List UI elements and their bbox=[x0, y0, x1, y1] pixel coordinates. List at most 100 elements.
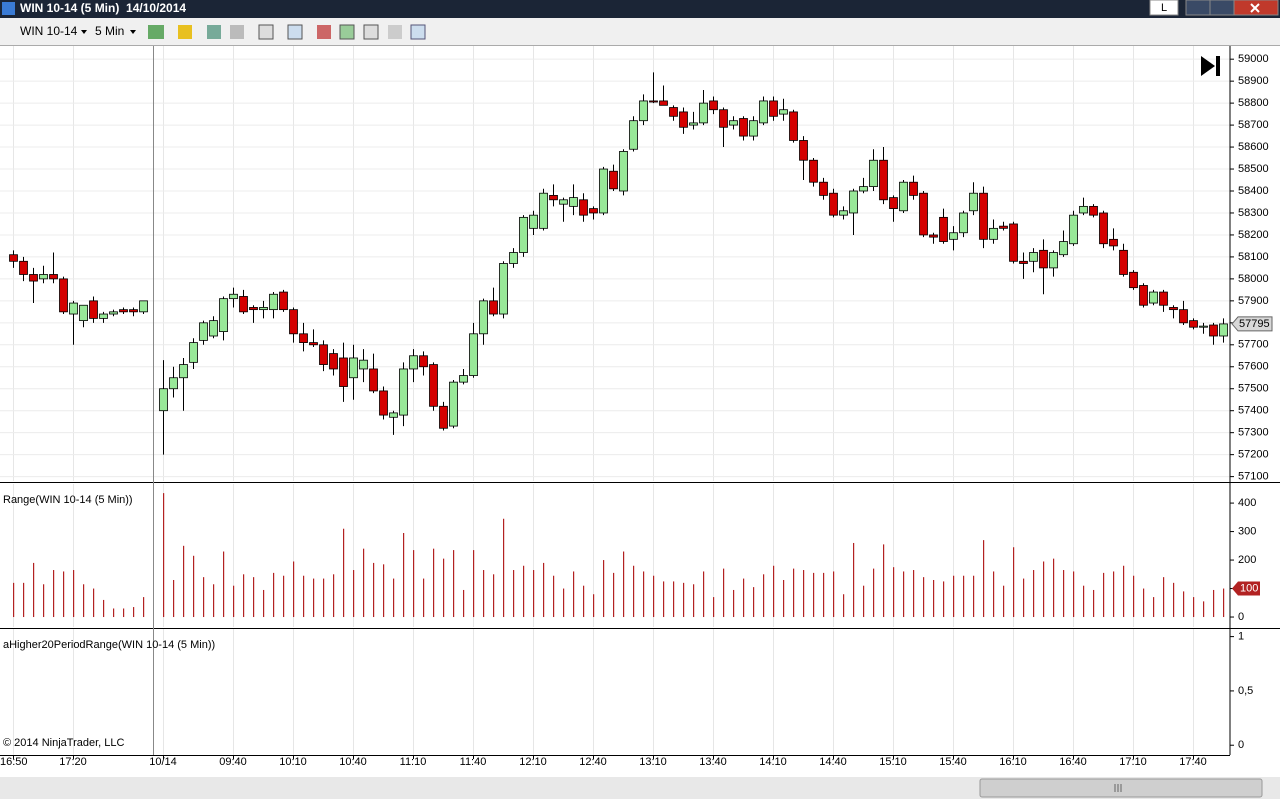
candle-body bbox=[29, 274, 38, 282]
cursor-button[interactable] bbox=[258, 24, 274, 40]
range-bar bbox=[633, 565, 635, 618]
maximize-button[interactable] bbox=[1209, 0, 1235, 16]
candle-body bbox=[359, 359, 368, 370]
dropdown-arrow[interactable] bbox=[81, 30, 87, 34]
candle-body bbox=[1139, 285, 1148, 306]
link-button-label[interactable]: L bbox=[1161, 2, 1167, 14]
candle-body bbox=[329, 353, 338, 370]
bar-type-button[interactable] bbox=[148, 25, 164, 39]
candle-body bbox=[679, 111, 688, 128]
range-bar bbox=[1053, 558, 1055, 618]
range-bar bbox=[443, 558, 445, 618]
candle-body bbox=[219, 298, 228, 333]
candle-body bbox=[969, 192, 978, 212]
candle-body bbox=[59, 278, 68, 313]
candle-body bbox=[989, 227, 998, 240]
range-bar bbox=[713, 597, 715, 618]
range-bar bbox=[793, 568, 795, 618]
range-bar bbox=[163, 493, 165, 618]
y-tick-label: 57600 bbox=[1238, 361, 1269, 373]
y-tick-label: 1 bbox=[1238, 631, 1244, 643]
candle-body bbox=[729, 120, 738, 126]
range-bar bbox=[893, 567, 895, 618]
range-bar bbox=[843, 594, 845, 618]
y-tick-label: 200 bbox=[1238, 554, 1256, 566]
range-bar bbox=[853, 542, 855, 618]
time-tick-label: 11:40 bbox=[460, 756, 487, 768]
thumb-grip bbox=[1114, 784, 1122, 792]
candle-body bbox=[499, 263, 508, 315]
candle-body bbox=[269, 293, 278, 311]
instrument-selector[interactable]: WIN 10-14 bbox=[20, 24, 78, 38]
candle-body bbox=[1159, 291, 1168, 306]
indicator-button[interactable] bbox=[339, 24, 355, 40]
range-bar bbox=[553, 575, 555, 618]
range-bar bbox=[1023, 578, 1025, 618]
range-bar bbox=[253, 577, 255, 618]
range-bar bbox=[33, 562, 35, 618]
range-bar bbox=[103, 599, 105, 618]
range-bar bbox=[643, 571, 645, 618]
minimize-button[interactable] bbox=[1185, 0, 1211, 16]
y-tick-label: 58100 bbox=[1238, 251, 1269, 263]
strategy-button[interactable] bbox=[317, 25, 331, 39]
range-bar bbox=[883, 544, 885, 618]
range-bar bbox=[543, 562, 545, 618]
data-box-button[interactable] bbox=[287, 24, 303, 40]
range-bar bbox=[1133, 575, 1135, 618]
scrollbar[interactable] bbox=[0, 777, 1280, 799]
time-tick-label: 17:10 bbox=[1119, 756, 1147, 768]
range-bar bbox=[333, 574, 335, 618]
range-bar bbox=[263, 589, 265, 618]
interval-selector[interactable]: 5 Min bbox=[95, 24, 124, 38]
range-bar bbox=[653, 575, 655, 618]
range-bar bbox=[603, 560, 605, 618]
time-tick-label: 09:40 bbox=[219, 756, 247, 768]
time-tick-label: 10:10 bbox=[279, 756, 307, 768]
y-tick-label: 58400 bbox=[1238, 185, 1269, 197]
candle-body bbox=[409, 355, 418, 370]
copyright: © 2014 NinjaTrader, LLC bbox=[3, 737, 124, 749]
range-bar bbox=[763, 574, 765, 618]
time-tick-label: 12:40 bbox=[579, 756, 607, 768]
scroll-to-end-button[interactable] bbox=[1201, 56, 1220, 76]
candle-body bbox=[139, 300, 148, 313]
range-bar bbox=[933, 579, 935, 618]
order-button[interactable] bbox=[388, 25, 402, 39]
properties-button[interactable] bbox=[410, 24, 426, 40]
draw-button[interactable] bbox=[178, 25, 192, 39]
candle-body bbox=[529, 214, 538, 229]
zoom-in-button[interactable] bbox=[207, 25, 221, 39]
candle-body bbox=[1049, 252, 1058, 269]
zoom-out-button[interactable] bbox=[230, 25, 244, 39]
range-bar bbox=[403, 532, 405, 618]
candle-body bbox=[759, 100, 768, 124]
candle-body bbox=[629, 120, 638, 150]
candle-body bbox=[159, 388, 168, 412]
time-tick-label: 13:40 bbox=[699, 756, 727, 768]
range-bar bbox=[1073, 571, 1075, 618]
candle-body bbox=[949, 232, 958, 240]
chart-button[interactable] bbox=[363, 24, 379, 40]
range-bar bbox=[123, 608, 125, 618]
range-bar bbox=[483, 570, 485, 618]
range-bar bbox=[373, 562, 375, 618]
candle-body bbox=[839, 210, 848, 216]
time-tick-label: 16:40 bbox=[1059, 756, 1087, 768]
link-button[interactable] bbox=[1149, 0, 1179, 16]
candle-body bbox=[739, 118, 748, 137]
candle-body bbox=[719, 109, 728, 128]
candle-body bbox=[669, 107, 678, 117]
candle-body bbox=[369, 368, 378, 392]
range-bar bbox=[23, 582, 25, 618]
candle-body bbox=[1199, 325, 1208, 328]
candle-body bbox=[1079, 205, 1088, 214]
dropdown-arrow[interactable] bbox=[130, 30, 136, 34]
y-tick-label: 58300 bbox=[1238, 207, 1269, 219]
close-icon bbox=[1250, 3, 1260, 13]
y-tick-label: 58000 bbox=[1238, 273, 1269, 285]
range-bar bbox=[903, 571, 905, 618]
candle-body bbox=[619, 151, 628, 192]
candle-body bbox=[1009, 223, 1018, 262]
candle-body bbox=[389, 412, 398, 418]
